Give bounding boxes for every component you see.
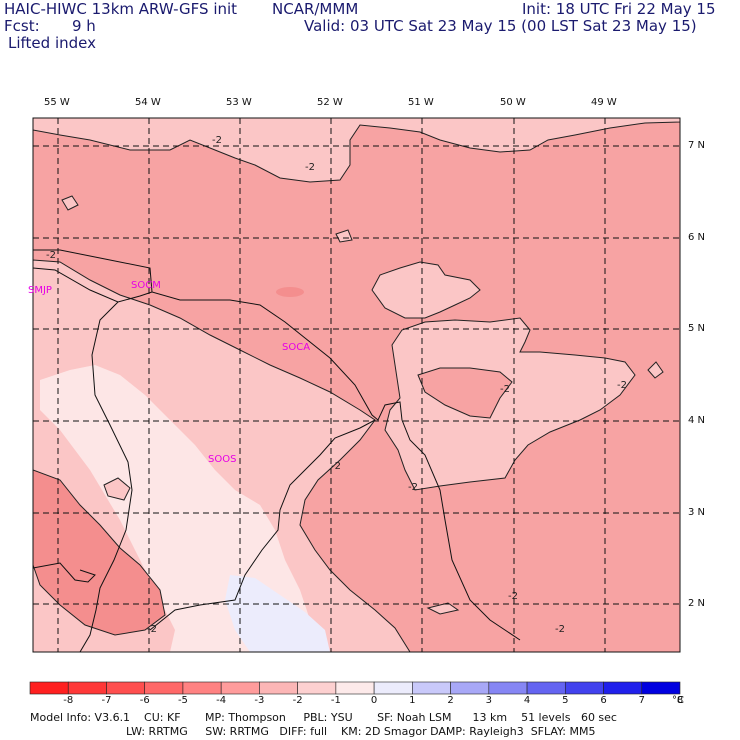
field-island-north (371, 261, 481, 319)
field-blob-2 (335, 229, 353, 243)
contour-label: -2 (555, 624, 565, 635)
colorbar-label: -6 (139, 695, 150, 706)
colorbar-cell (182, 681, 222, 695)
colorbar-label: -8 (63, 695, 74, 706)
contour-label: -2 (331, 461, 341, 472)
forecast-label: Fcst: (4, 17, 40, 35)
lon-label: 52 W (317, 97, 343, 108)
field-east-region (384, 317, 636, 491)
stations: SMJP SOCM SOCA SOOS (28, 280, 310, 465)
colorbar-cell (335, 681, 375, 695)
field-name: Lifted index (8, 34, 96, 52)
colorbar-label: °C (672, 695, 684, 706)
lon-label: 49 W (591, 97, 617, 108)
contour-label: -2 (500, 384, 510, 395)
colorbar-cell (488, 681, 528, 695)
contour-labels: -2 -2 -2 -2 -2 -2 -2 -2 -2 -2 (46, 135, 627, 635)
lat-label: 2 N (688, 598, 706, 609)
contour-label: -2 (46, 250, 56, 261)
lon-label: 50 W (500, 97, 526, 108)
colorbar-cell (67, 681, 107, 695)
colorbar-cell (526, 681, 566, 695)
contour-label: -2 (305, 162, 315, 173)
contour-label: -2 (508, 591, 518, 602)
colorbar-cell (106, 681, 146, 695)
colorbar-cell (603, 681, 643, 695)
contour-label: -2 (212, 135, 222, 146)
colorbar-label: 5 (562, 695, 569, 706)
lon-label: 53 W (226, 97, 252, 108)
colorbar-label: 4 (523, 695, 531, 706)
lat-lon-grid (33, 118, 680, 652)
colorbar-label: -5 (177, 695, 188, 706)
colorbar-label: -2 (292, 695, 303, 706)
colorbar-cell (412, 681, 451, 695)
colorbar-cell (144, 681, 184, 695)
contour-label: -2 (147, 624, 157, 635)
lat-label: 5 N (688, 323, 706, 334)
colorbar-label: 2 (447, 695, 454, 706)
lat-label: 4 N (688, 415, 706, 426)
contour-label: -2 (617, 380, 627, 391)
colorbar-label: -1 (330, 695, 341, 706)
model-title: HAIC-HIWC 13km ARW-GFS init (4, 0, 238, 18)
lon-label: 51 W (408, 97, 434, 108)
lat-label: 7 N (688, 140, 706, 151)
lat-label: 6 N (688, 232, 706, 243)
colorbar-cell (29, 681, 69, 695)
colorbar-label: -4 (216, 695, 227, 706)
forecast-hour: 9 h (72, 17, 96, 35)
station-soca: SOCA (282, 342, 310, 353)
station-soos: SOOS (208, 454, 236, 465)
field-north-band (33, 118, 680, 183)
contour-label: -2 (408, 482, 418, 493)
field-blob-4 (61, 195, 79, 211)
colorbar-label: 1 (409, 695, 416, 706)
model-info-line1: Model Info: V3.6.1 CU: KF MP: Thompson P… (30, 711, 617, 724)
colorbar-cell (259, 681, 298, 695)
colorbar-label: 8 (676, 695, 684, 706)
colorbar-cell (450, 681, 490, 695)
center-label: NCAR/MMM (272, 0, 359, 18)
init-time: Init: 18 UTC Fri 22 May 15 (522, 0, 716, 18)
field-blob-1 (276, 287, 304, 297)
station-smjp: SMJP (28, 285, 52, 296)
colorbar-label: 3 (485, 695, 492, 706)
colorbar (29, 681, 681, 695)
lifted-index-map: -2 -2 -2 -2 -2 -2 -2 -2 -2 -2 SMJP SOCM … (28, 117, 681, 653)
valid-time: Valid: 03 UTC Sat 23 May 15 (00 LST Sat … (304, 17, 697, 35)
station-socm: SOCM (131, 280, 161, 291)
colorbar-cell (564, 681, 604, 695)
lat-label: 3 N (688, 507, 706, 518)
model-info-line2: LW: RRTMG SW: RRTMG DIFF: full KM: 2D Sm… (126, 725, 596, 738)
colorbar-cell (641, 681, 681, 695)
colorbar-label: 6 (600, 695, 607, 706)
field-positive-patch (225, 575, 330, 652)
lon-label: 54 W (135, 97, 161, 108)
field-blob-6 (426, 602, 460, 615)
colorbar-label: 7 (638, 695, 645, 706)
colorbar-label: 0 (370, 695, 378, 706)
field-west-pocket (33, 469, 166, 636)
colorbar-label: -3 (254, 695, 265, 706)
field-blob-5 (103, 477, 131, 501)
colorbar-cell (220, 681, 260, 695)
colorbar-cell (297, 681, 337, 695)
field-east-pocket (417, 367, 513, 419)
field-blob-3 (647, 361, 664, 379)
colorbar-label: -7 (101, 695, 112, 706)
colorbar-cell (373, 681, 413, 695)
map-border (32, 117, 681, 653)
lon-label: 55 W (44, 97, 70, 108)
